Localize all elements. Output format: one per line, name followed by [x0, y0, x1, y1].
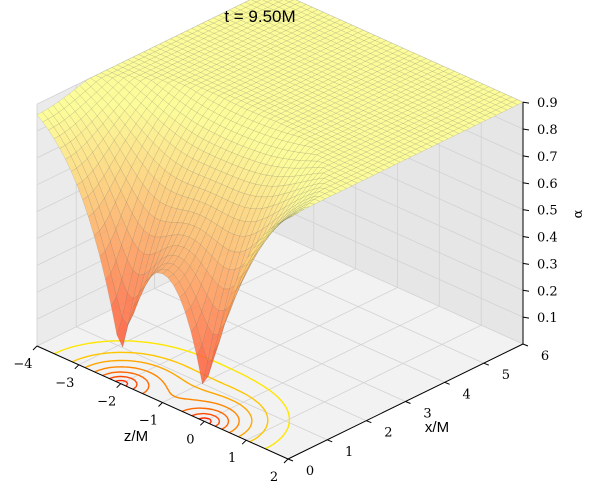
contour-level — [109, 375, 221, 427]
surface-mesh — [36, 0, 524, 385]
alpha-tick-label: 0.1 — [537, 311, 558, 326]
x-tick — [287, 458, 294, 462]
x-tick — [444, 381, 450, 385]
z-tick — [199, 420, 205, 426]
x-tick — [483, 362, 490, 366]
z-tick — [158, 402, 163, 407]
alpha-tick — [522, 236, 530, 238]
contour-level — [102, 371, 230, 430]
z-axis-label: α — [571, 209, 586, 218]
z-tick-label: −3 — [55, 376, 74, 391]
alpha-tick-label: 0.4 — [537, 231, 558, 246]
alpha-tick — [522, 101, 530, 104]
x-tick — [522, 343, 529, 347]
x-tick-label: 1 — [345, 445, 353, 460]
alpha-tick-label: 0.5 — [537, 204, 558, 219]
z-tick-label: −4 — [13, 357, 32, 372]
z-tick — [116, 383, 122, 389]
alpha-tick-label: 0.7 — [537, 150, 558, 165]
z-tick-label: 0 — [186, 432, 194, 447]
z-tick-label: −2 — [97, 395, 116, 410]
x-tick — [366, 420, 372, 424]
z-tick — [241, 439, 247, 445]
tick-labels: −4 −3 −2 −1 0 1 2 0 1 2 3 4 5 6 0.1 0.2 0.3 0.4 0.5 0.6 0.7 0… — [13, 96, 557, 485]
x-tick — [326, 439, 333, 443]
z-tick — [283, 458, 289, 464]
z-tick-label: 2 — [270, 470, 278, 485]
surface-patch — [282, 215, 294, 222]
contour-level — [84, 359, 253, 438]
alpha-tick — [522, 209, 530, 212]
x-tick-label: 4 — [463, 387, 471, 402]
x-tick-label: 0 — [306, 464, 314, 479]
alpha-tick-label: 0.3 — [537, 257, 558, 272]
alpha-tick-label: 0.8 — [537, 123, 558, 138]
x-tick-label: 5 — [502, 368, 510, 383]
contour-level — [72, 351, 269, 443]
alpha-tick-label: 0.6 — [537, 177, 558, 192]
alpha-tick — [522, 289, 530, 292]
x-tick-label: 6 — [541, 349, 549, 364]
alpha-tick-label: 0.9 — [537, 96, 558, 111]
alpha-tick — [522, 155, 530, 158]
z-tick-label: 1 — [228, 451, 236, 466]
alpha-tick — [522, 182, 530, 185]
z-tick-label: −1 — [139, 414, 158, 429]
x-tick-label: 3 — [423, 407, 431, 422]
alpha-tick — [522, 128, 530, 131]
x-tick — [405, 401, 411, 404]
contour-level — [94, 366, 240, 434]
x-tick-label: 2 — [384, 426, 392, 441]
chart-title: t = 9.50M — [224, 7, 295, 26]
x-axis-label: z/M — [124, 428, 148, 445]
z-tick — [32, 345, 38, 351]
y-axis-label: x/M — [425, 419, 449, 436]
alpha-tick — [522, 316, 530, 319]
alpha-tick-label: 0.2 — [537, 284, 558, 299]
contour-level — [115, 379, 212, 425]
alpha-tick — [522, 262, 530, 265]
floor-contours — [53, 340, 291, 450]
z-tick — [74, 364, 80, 370]
